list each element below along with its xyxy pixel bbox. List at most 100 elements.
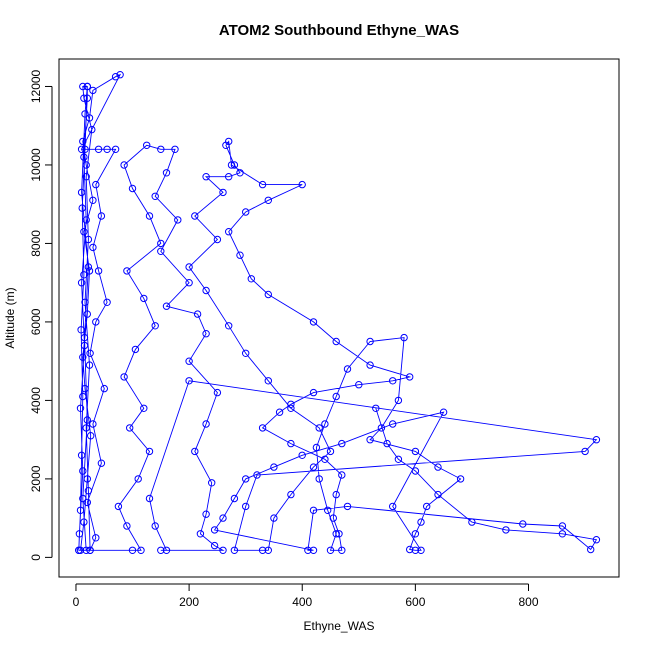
data-point	[82, 546, 90, 554]
data-point	[213, 388, 222, 397]
data-point	[94, 145, 103, 154]
data-point	[242, 208, 250, 216]
data-point	[315, 475, 323, 483]
data-point	[85, 267, 94, 275]
data-point	[309, 463, 318, 471]
data-point	[326, 546, 335, 554]
data-point	[264, 377, 272, 385]
data-point	[191, 447, 199, 456]
data-point	[394, 396, 403, 405]
x-tick-label: 400	[292, 595, 312, 609]
data-point	[202, 330, 210, 338]
data-point	[406, 373, 414, 381]
data-point	[81, 110, 89, 118]
y-tick-label: 6000	[29, 308, 43, 335]
data-point	[196, 530, 205, 538]
data-point	[434, 463, 442, 471]
data-point	[592, 436, 601, 444]
data-point	[287, 490, 295, 499]
data-point	[287, 400, 295, 408]
data-point	[185, 279, 193, 287]
data-point	[79, 353, 87, 361]
data-point	[309, 546, 318, 554]
data-point	[338, 546, 346, 554]
data-point	[355, 381, 363, 389]
data-point	[258, 546, 267, 554]
data-point	[79, 82, 87, 91]
x-axis: 0 200 400 600 800	[73, 583, 539, 609]
y-tick-label: 8000	[29, 230, 43, 257]
data-point	[332, 490, 340, 499]
data-point	[80, 333, 89, 342]
data-point	[236, 169, 244, 177]
data-point	[82, 216, 90, 224]
data-point	[343, 365, 352, 373]
data-point	[137, 546, 145, 554]
data-point	[123, 267, 131, 275]
data-point	[86, 349, 94, 357]
data-point	[242, 349, 250, 357]
data-point	[80, 94, 88, 102]
plot-frame	[58, 58, 620, 578]
data-point	[210, 526, 219, 534]
data-point	[92, 318, 100, 326]
data-point	[400, 333, 408, 342]
data-point	[120, 373, 128, 381]
data-point	[151, 192, 159, 201]
data-point	[219, 546, 227, 554]
data-point	[558, 522, 567, 530]
data-point	[219, 188, 227, 197]
data-point	[324, 506, 332, 514]
data-point	[253, 471, 261, 479]
x-tick-label: 0	[73, 595, 80, 609]
data-point	[230, 546, 239, 554]
x-tick-label: 600	[405, 595, 425, 609]
data-point	[258, 180, 267, 189]
data-point	[80, 341, 89, 350]
data-point	[78, 204, 86, 212]
data-point	[219, 514, 227, 522]
data-point	[326, 447, 335, 456]
data-point	[225, 228, 233, 236]
data-point	[309, 388, 318, 397]
data-point	[157, 145, 165, 154]
data-point	[338, 471, 346, 479]
data-point	[372, 404, 380, 412]
series-layer	[75, 71, 601, 554]
data-point	[456, 475, 465, 483]
data-point	[587, 545, 595, 554]
data-point	[151, 522, 159, 530]
data-point	[411, 467, 420, 475]
data-point	[116, 71, 124, 79]
x-axis-label: Ethyne_WAS	[304, 619, 375, 633]
x-tick-label: 800	[518, 595, 538, 609]
data-point	[406, 545, 414, 554]
y-tick-label: 2000	[29, 465, 43, 492]
data-point	[94, 267, 103, 275]
data-point	[202, 286, 210, 295]
data-point	[145, 447, 154, 456]
data-point	[157, 247, 165, 256]
data-point	[468, 518, 476, 526]
data-point	[81, 384, 89, 393]
data-point	[383, 439, 391, 448]
data-point	[89, 420, 97, 428]
data-point	[82, 173, 90, 181]
data-point	[227, 161, 236, 169]
data-point	[225, 322, 233, 330]
data-point	[242, 502, 250, 511]
data-point	[332, 337, 340, 346]
data-point	[128, 184, 137, 193]
data-point	[309, 506, 318, 514]
data-point	[236, 251, 244, 259]
data-point	[157, 239, 165, 248]
data-point	[304, 546, 312, 554]
data-point	[434, 490, 442, 499]
data-point	[592, 536, 601, 544]
data-point	[100, 384, 109, 393]
data-point	[298, 180, 306, 189]
data-point	[79, 392, 87, 401]
data-point	[103, 298, 111, 306]
data-point	[202, 420, 210, 428]
